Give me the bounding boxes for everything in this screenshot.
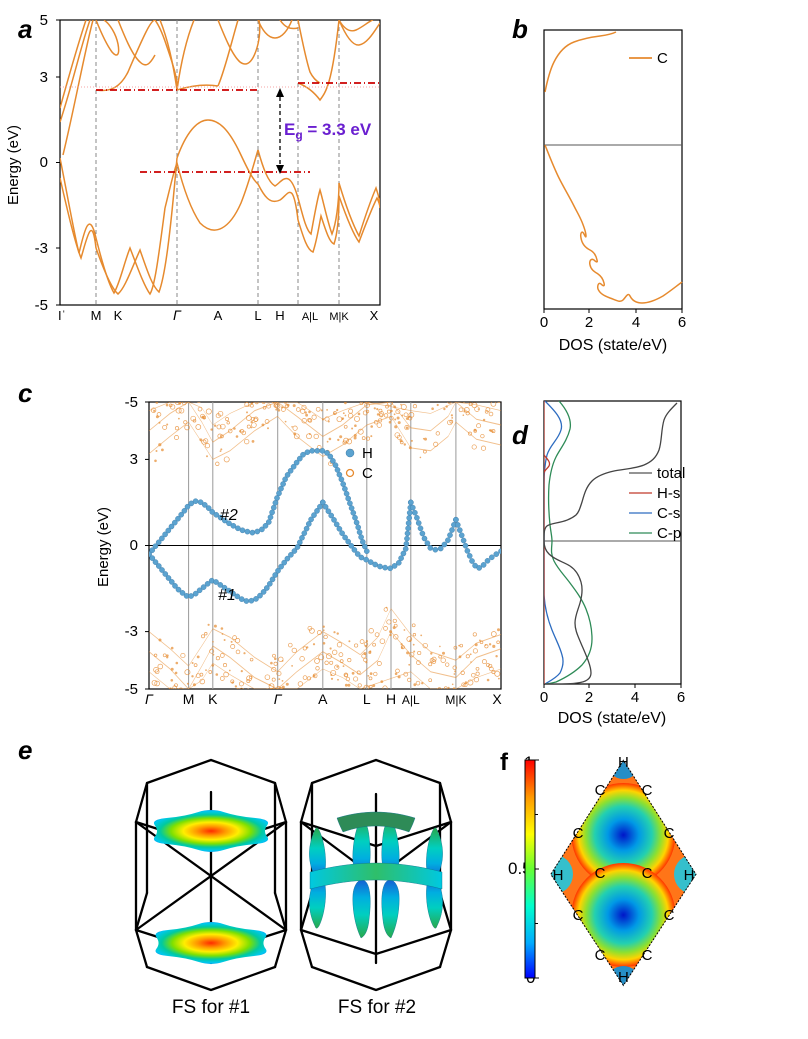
svg-text:H: H — [618, 969, 629, 986]
svg-text:H: H — [684, 867, 695, 884]
svg-text:M: M — [183, 691, 195, 707]
svg-text:H: H — [362, 445, 373, 462]
svg-text:3: 3 — [40, 69, 48, 86]
svg-text:0: 0 — [130, 537, 138, 554]
svg-text:L: L — [363, 691, 371, 707]
svg-text:C: C — [595, 782, 606, 799]
svg-text:-5: -5 — [125, 681, 138, 698]
svg-text:FS for #1: FS for #1 — [172, 997, 250, 1018]
svg-text:Eg = 3.3 eV: Eg = 3.3 eV — [284, 120, 372, 142]
svg-text:Iˈ: Iˈ — [58, 308, 66, 323]
svg-text:-3: -3 — [125, 623, 138, 640]
svg-text:2: 2 — [585, 314, 593, 331]
svg-text:DOS (state/eV): DOS (state/eV) — [559, 337, 667, 354]
svg-text:A: A — [214, 308, 223, 323]
svg-text:H: H — [553, 867, 564, 884]
svg-text:M: M — [91, 308, 102, 323]
svg-text:M|K: M|K — [329, 311, 349, 323]
svg-text:L: L — [254, 308, 261, 323]
svg-text:4: 4 — [632, 314, 640, 331]
svg-text:C: C — [573, 907, 584, 924]
svg-text:H: H — [618, 754, 629, 771]
svg-text:f: f — [500, 749, 509, 776]
svg-text:Energy (eV): Energy (eV) — [95, 507, 112, 587]
svg-text:C: C — [362, 465, 373, 482]
svg-text:K: K — [114, 308, 123, 323]
svg-text:#1: #1 — [218, 587, 236, 604]
svg-text:C: C — [657, 50, 668, 67]
svg-text:C: C — [595, 947, 606, 964]
svg-text:C: C — [642, 865, 653, 882]
svg-text:0: 0 — [540, 314, 548, 331]
svg-text:H-s: H-s — [657, 485, 680, 502]
svg-text:A|L: A|L — [302, 311, 318, 323]
svg-text:A: A — [318, 691, 328, 707]
svg-text:C: C — [595, 865, 606, 882]
svg-text:6: 6 — [677, 689, 685, 706]
svg-text:FS for #2: FS for #2 — [338, 997, 416, 1018]
svg-text:0: 0 — [540, 689, 548, 706]
svg-text:K: K — [208, 691, 218, 707]
svg-text:3: 3 — [130, 451, 138, 468]
svg-text:-3: -3 — [35, 240, 48, 257]
svg-text:2: 2 — [585, 689, 593, 706]
svg-text:C: C — [573, 825, 584, 842]
svg-text:DOS (state/eV): DOS (state/eV) — [558, 710, 666, 727]
svg-text:C: C — [642, 947, 653, 964]
svg-text:6: 6 — [678, 314, 686, 331]
svg-text:C: C — [664, 907, 675, 924]
svg-text:0: 0 — [40, 154, 48, 171]
svg-text:C-p: C-p — [657, 525, 681, 542]
svg-text:H: H — [275, 308, 284, 323]
svg-text:4: 4 — [631, 689, 639, 706]
svg-text:Γ: Γ — [145, 691, 154, 707]
svg-text:X: X — [370, 308, 379, 323]
svg-text:C: C — [642, 782, 653, 799]
svg-text:-5: -5 — [35, 297, 48, 314]
svg-text:#2: #2 — [220, 507, 238, 524]
svg-text:Γ: Γ — [173, 307, 182, 323]
svg-text:H: H — [386, 691, 396, 707]
svg-text:5: 5 — [40, 12, 48, 29]
svg-text:total: total — [657, 465, 685, 482]
svg-text:C-s: C-s — [657, 505, 680, 522]
svg-text:C: C — [664, 825, 675, 842]
svg-text:Γ: Γ — [274, 691, 283, 707]
svg-text:-5: -5 — [125, 394, 138, 411]
svg-text:Energy (eV): Energy (eV) — [5, 125, 22, 205]
